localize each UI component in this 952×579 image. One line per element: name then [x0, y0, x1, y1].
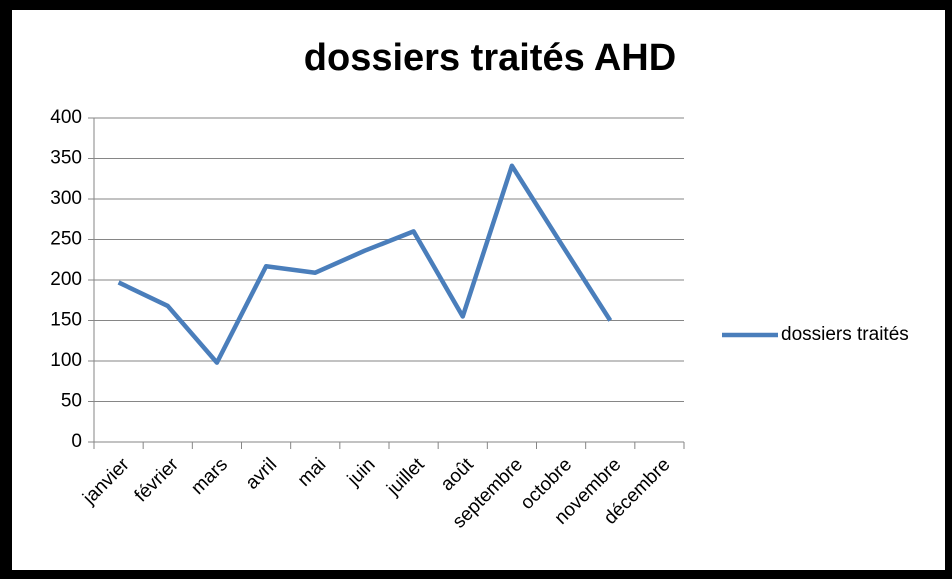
series-line	[117, 163, 613, 365]
y-tick-label: 50	[61, 391, 82, 412]
y-tick-label: 0	[71, 431, 82, 452]
y-tick-label: 100	[50, 350, 82, 371]
chart-title: dossiers traités AHD	[304, 37, 676, 79]
y-tick-label: 300	[50, 188, 82, 209]
y-tick-label: 400	[50, 107, 82, 128]
y-tick-label: 200	[50, 269, 82, 290]
chart-background	[12, 10, 945, 570]
y-tick-label: 250	[50, 229, 82, 250]
y-tick-label: 350	[50, 148, 82, 169]
legend-label: dossiers traités	[781, 324, 909, 345]
y-tick-label: 150	[50, 310, 82, 331]
